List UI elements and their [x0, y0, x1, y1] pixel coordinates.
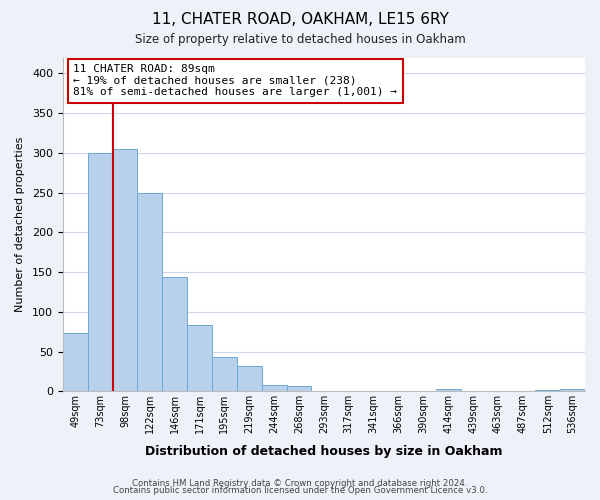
Bar	[560, 389, 585, 391]
Bar	[212, 357, 237, 391]
X-axis label: Distribution of detached houses by size in Oakham: Distribution of detached houses by size …	[145, 444, 503, 458]
Bar	[237, 366, 262, 391]
Bar	[162, 277, 187, 391]
Bar	[287, 386, 311, 391]
Bar	[535, 390, 560, 391]
Bar	[113, 149, 137, 391]
Text: Contains HM Land Registry data © Crown copyright and database right 2024.: Contains HM Land Registry data © Crown c…	[132, 478, 468, 488]
Text: 11, CHATER ROAD, OAKHAM, LE15 6RY: 11, CHATER ROAD, OAKHAM, LE15 6RY	[152, 12, 448, 28]
Text: Contains public sector information licensed under the Open Government Licence v3: Contains public sector information licen…	[113, 486, 487, 495]
Bar	[88, 153, 113, 391]
Bar	[262, 385, 287, 391]
Y-axis label: Number of detached properties: Number of detached properties	[15, 136, 25, 312]
Bar	[137, 194, 162, 391]
Bar	[187, 326, 212, 391]
Text: 11 CHATER ROAD: 89sqm
← 19% of detached houses are smaller (238)
81% of semi-det: 11 CHATER ROAD: 89sqm ← 19% of detached …	[73, 64, 397, 98]
Bar	[436, 389, 461, 391]
Text: Size of property relative to detached houses in Oakham: Size of property relative to detached ho…	[134, 32, 466, 46]
Bar	[63, 333, 88, 391]
